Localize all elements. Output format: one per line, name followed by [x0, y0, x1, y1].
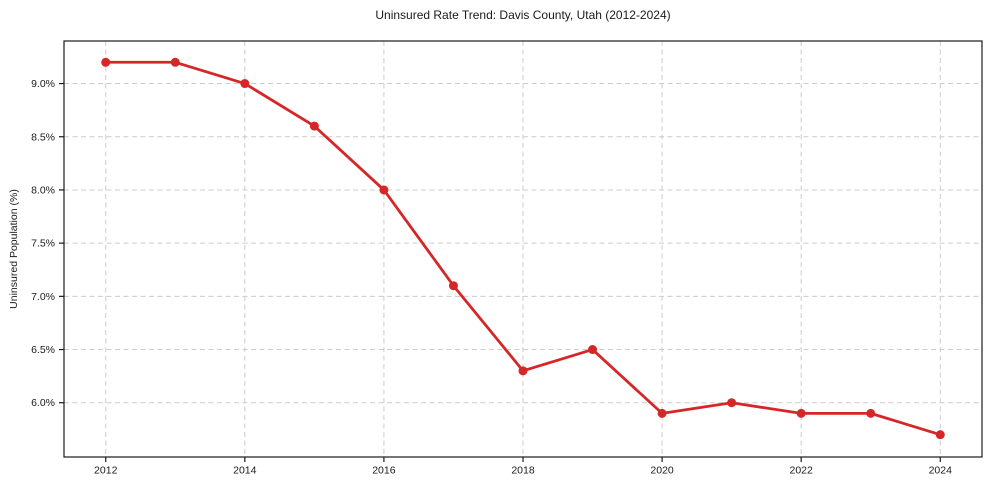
data-point-2024 — [935, 430, 945, 440]
data-point-2022 — [796, 408, 806, 418]
x-tick-label: 2022 — [790, 465, 814, 477]
data-point-2018 — [518, 366, 528, 376]
y-tick-label: 6.5% — [31, 344, 55, 356]
x-tick-label: 2024 — [929, 465, 953, 477]
x-tick-label: 2012 — [94, 465, 118, 477]
data-point-2013 — [170, 57, 180, 67]
x-tick-label: 2014 — [233, 465, 257, 477]
y-tick-label: 9.0% — [31, 78, 55, 90]
data-point-2021 — [727, 398, 737, 408]
x-tick-label: 2020 — [650, 465, 674, 477]
y-tick-label: 7.5% — [31, 238, 55, 250]
data-point-2012 — [101, 57, 111, 67]
y-tick-label: 8.5% — [31, 131, 55, 143]
data-point-2017 — [448, 281, 458, 291]
plot-border — [63, 40, 983, 458]
y-tick-label: 6.0% — [31, 397, 55, 409]
data-point-2014 — [240, 79, 250, 89]
data-point-2016 — [379, 185, 389, 195]
data-point-2019 — [588, 345, 598, 355]
x-tick-label: 2016 — [372, 465, 396, 477]
x-tick-label: 2018 — [511, 465, 535, 477]
data-point-2020 — [657, 408, 667, 418]
y-tick-label: 7.0% — [31, 291, 55, 303]
data-point-2023 — [866, 408, 876, 418]
y-tick-label: 8.0% — [31, 184, 55, 196]
data-point-2015 — [309, 121, 319, 131]
chart-title: Uninsured Rate Trend: Davis County, Utah… — [375, 8, 671, 22]
